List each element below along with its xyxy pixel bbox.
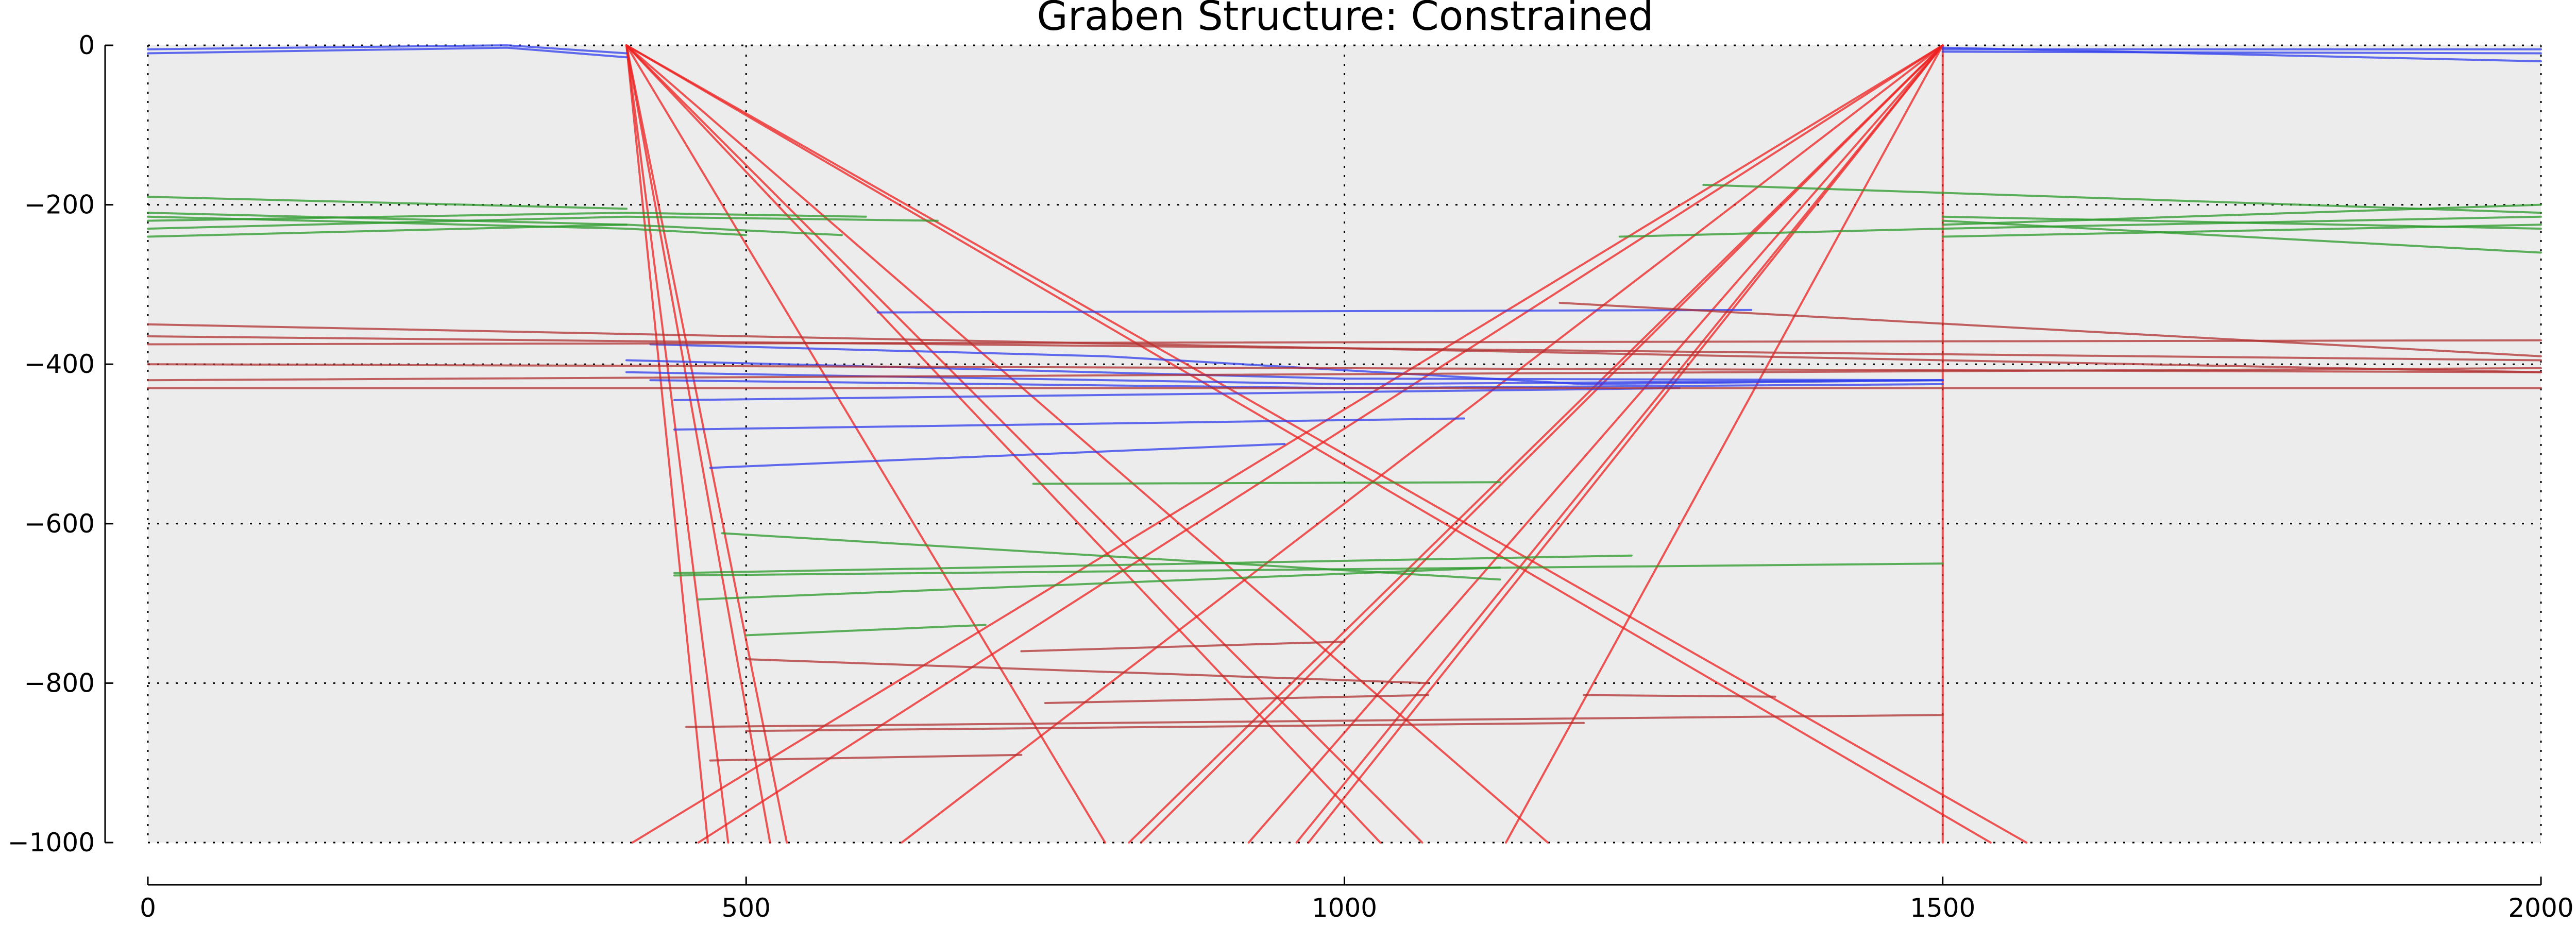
- y-tick-label: 0: [78, 30, 95, 60]
- horizon-green-line: [1941, 224, 2542, 238]
- fault-line: [625, 44, 730, 844]
- horizon-green-line: [673, 562, 1944, 577]
- horizon-green-line: [1941, 219, 2542, 254]
- fault-line: [625, 44, 771, 844]
- fault-line: [1505, 44, 1944, 844]
- horizon-darkred-line: [709, 753, 1023, 762]
- series-layer: [147, 44, 2542, 844]
- horizon-blue-line: [1941, 46, 2542, 62]
- horizon-green-line: [147, 196, 628, 210]
- fault-line: [1140, 44, 1944, 844]
- x-tick-label: 2000: [2508, 893, 2573, 923]
- fault-line: [625, 44, 1992, 844]
- fault-line: [1307, 44, 1944, 844]
- horizon-darkred-line: [1583, 694, 1776, 698]
- horizon-darkred-line: [745, 658, 1430, 684]
- horizon-green-line: [697, 566, 1501, 601]
- series-fault: [625, 44, 2028, 844]
- horizon-green-line: [147, 224, 628, 238]
- horizon-green-line: [147, 212, 867, 222]
- x-tick-label: 1500: [1910, 893, 1975, 923]
- fault-line: [625, 44, 2028, 844]
- fault-line: [625, 44, 1549, 844]
- horizon-darkred-line: [1020, 640, 1346, 653]
- horizon-darkred-line: [147, 339, 2542, 346]
- horizon-blue-line: [147, 46, 628, 59]
- fault-line: [625, 44, 709, 844]
- horizon-blue-line: [673, 387, 1681, 401]
- horizon-blue-line: [709, 443, 1286, 469]
- horizon-green-line: [1941, 203, 2542, 226]
- horizon-darkred-line: [1558, 302, 2542, 357]
- fault-line: [625, 44, 1423, 844]
- fault-line: [1128, 44, 1944, 844]
- horizon-green-line: [673, 554, 1633, 574]
- horizon-blue-line: [147, 44, 628, 55]
- fault-line: [1247, 44, 1944, 844]
- x-tick-label: 0: [140, 893, 156, 923]
- horizon-darkred-line: [685, 714, 1944, 728]
- horizon-blue-line: [673, 417, 1465, 431]
- fault-line: [625, 44, 1382, 844]
- y-tick-label: −1000: [8, 828, 95, 858]
- horizon-green-line: [147, 215, 939, 230]
- fault-line: [625, 44, 788, 844]
- horizon-darkred-line: [147, 367, 2542, 382]
- fault-line: [1295, 44, 1944, 844]
- horizon-green-line: [1032, 481, 1501, 485]
- horizon-green-line: [745, 624, 987, 637]
- horizon-darkred-line: [745, 722, 1585, 732]
- y-tick-label: −800: [24, 668, 95, 698]
- horizon-green-line: [147, 215, 748, 236]
- fault-line: [625, 44, 1106, 844]
- fault-line: [697, 44, 1944, 844]
- y-tick-label: −200: [24, 190, 95, 220]
- x-axis-ticks: 0 500 1000 1500 2000: [140, 877, 2574, 923]
- horizon-darkred-line: [147, 335, 2542, 362]
- chart-title: Graben Structure: Constrained: [1037, 0, 1653, 40]
- horizon-blue-line: [1941, 50, 2542, 55]
- x-tick-label: 1000: [1312, 893, 1377, 923]
- series-horizon-darkred: [147, 302, 2542, 762]
- horizon-green-line: [147, 212, 843, 236]
- fault-line: [631, 44, 1944, 844]
- y-tick-label: −400: [24, 349, 95, 379]
- horizon-green-line: [1618, 228, 1944, 238]
- horizon-darkred-line: [1044, 694, 1430, 705]
- fault-line: [901, 44, 1944, 844]
- series-horizon-green: [147, 183, 2542, 637]
- y-axis-ticks: 0 −200 −400 −600 −800 −1000: [8, 30, 113, 858]
- y-tick-label: −600: [24, 509, 95, 539]
- horizon-green-line: [1702, 183, 2542, 214]
- horizon-blue-line: [876, 308, 1753, 314]
- x-tick-label: 500: [722, 893, 771, 923]
